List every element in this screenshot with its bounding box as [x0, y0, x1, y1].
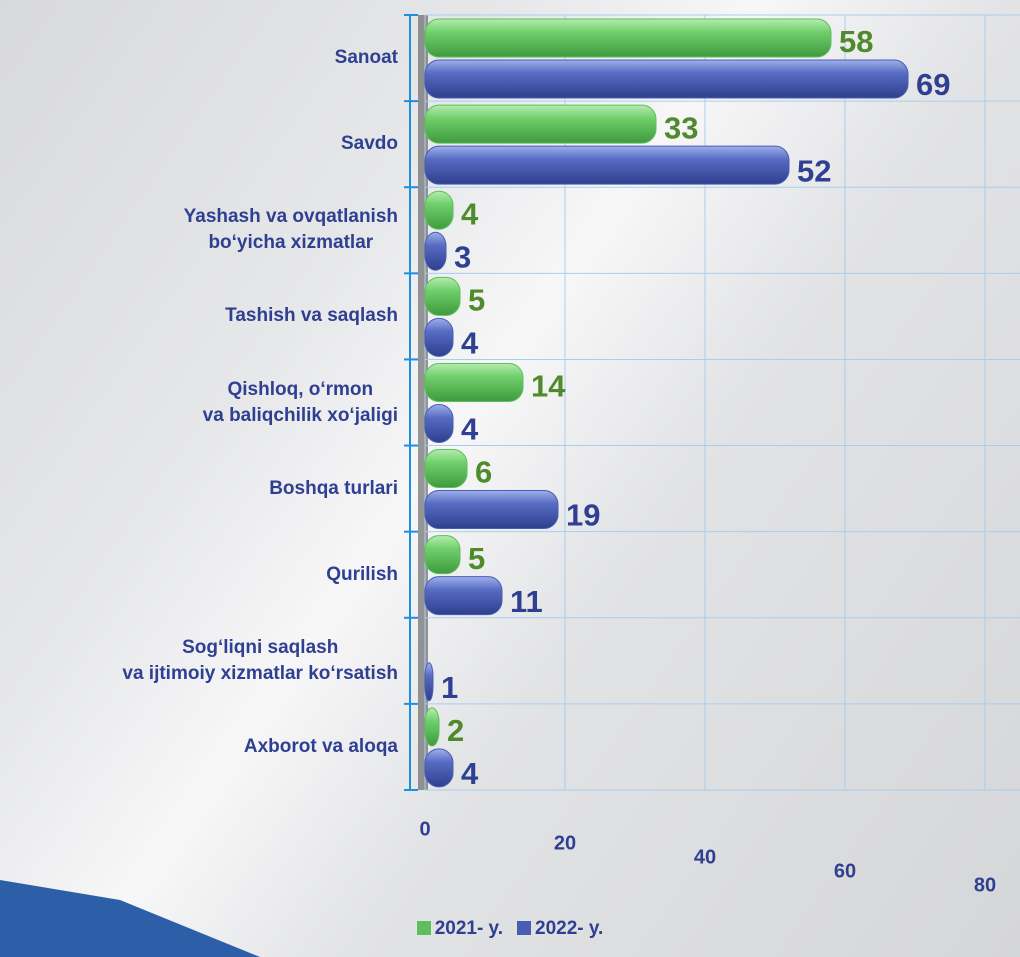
bar: [424, 317, 454, 357]
legend: 2021- y. 2022- y.: [0, 918, 1020, 940]
value-label: 5: [468, 283, 485, 318]
category-label: Yashash va ovqatlanish bo‘yicha xizmatla…: [183, 206, 398, 254]
value-label: 3: [454, 239, 471, 274]
value-label: 58: [839, 24, 873, 59]
value-label: 33: [664, 110, 698, 145]
legend-swatch: [517, 921, 531, 935]
x-tick-label: 0: [419, 818, 430, 840]
bar: [424, 190, 454, 230]
bar: [424, 104, 657, 144]
bar: [424, 535, 461, 575]
x-tick-label: 60: [834, 860, 856, 882]
value-label: 6: [475, 455, 492, 490]
x-tick-label: 40: [694, 846, 716, 868]
value-label: 4: [461, 756, 479, 791]
bar: [424, 490, 559, 530]
bar: [424, 748, 454, 788]
category-label: Sanoat: [334, 47, 398, 69]
value-label: 19: [566, 498, 600, 533]
value-label: 4: [461, 326, 479, 361]
category-label: Boshqa turlari: [269, 477, 398, 499]
value-label: 11: [510, 584, 543, 619]
bar: [424, 403, 454, 443]
bar: [424, 662, 434, 702]
legend-label: 2022- y.: [535, 918, 604, 939]
bar: [424, 276, 461, 316]
value-label: 4: [461, 196, 479, 231]
value-label: 2: [447, 713, 464, 748]
bar: [424, 18, 832, 58]
axis-wall: [418, 15, 428, 790]
value-label: 14: [531, 369, 566, 404]
bar: [424, 59, 909, 99]
value-label: 1: [441, 670, 458, 705]
value-label: 52: [797, 153, 831, 188]
bar: [424, 449, 468, 489]
category-label: Qishloq, o‘rmon va baliqchilik xo‘jaligi: [202, 378, 398, 426]
bar: [424, 576, 503, 616]
x-tick-label: 80: [974, 874, 996, 896]
bar: [424, 231, 447, 271]
bar: [424, 362, 524, 402]
bar: [424, 145, 790, 185]
category-label: Axborot va aloqa: [243, 735, 398, 757]
category-label: Savdo: [340, 133, 398, 155]
bar: [424, 707, 440, 747]
x-tick-label: 20: [554, 832, 576, 854]
category-label: Qurilish: [326, 563, 398, 585]
value-label: 4: [461, 412, 479, 447]
legend-label: 2021- y.: [434, 918, 503, 939]
legend-swatch: [416, 921, 431, 935]
category-label: Sog‘liqni saqlash va ijtimoiy xizmatlar …: [122, 636, 398, 684]
category-label: Tashish va saqlash: [225, 305, 398, 327]
decoration: [0, 880, 260, 957]
value-label: 5: [468, 541, 485, 576]
value-label: 69: [916, 67, 950, 102]
